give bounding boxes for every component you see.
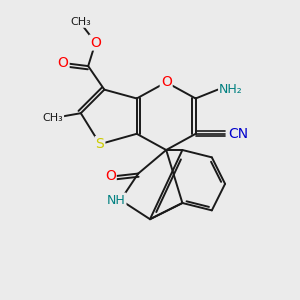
Text: O: O <box>90 35 101 50</box>
Text: S: S <box>96 137 104 151</box>
Text: O: O <box>58 56 69 70</box>
Text: O: O <box>161 75 172 89</box>
Text: CH₃: CH₃ <box>70 17 91 27</box>
Text: CH₃: CH₃ <box>43 112 63 123</box>
Text: O: O <box>105 169 116 184</box>
Text: CN: CN <box>228 127 248 141</box>
Text: NH: NH <box>107 194 125 207</box>
Text: NH₂: NH₂ <box>219 83 243 96</box>
